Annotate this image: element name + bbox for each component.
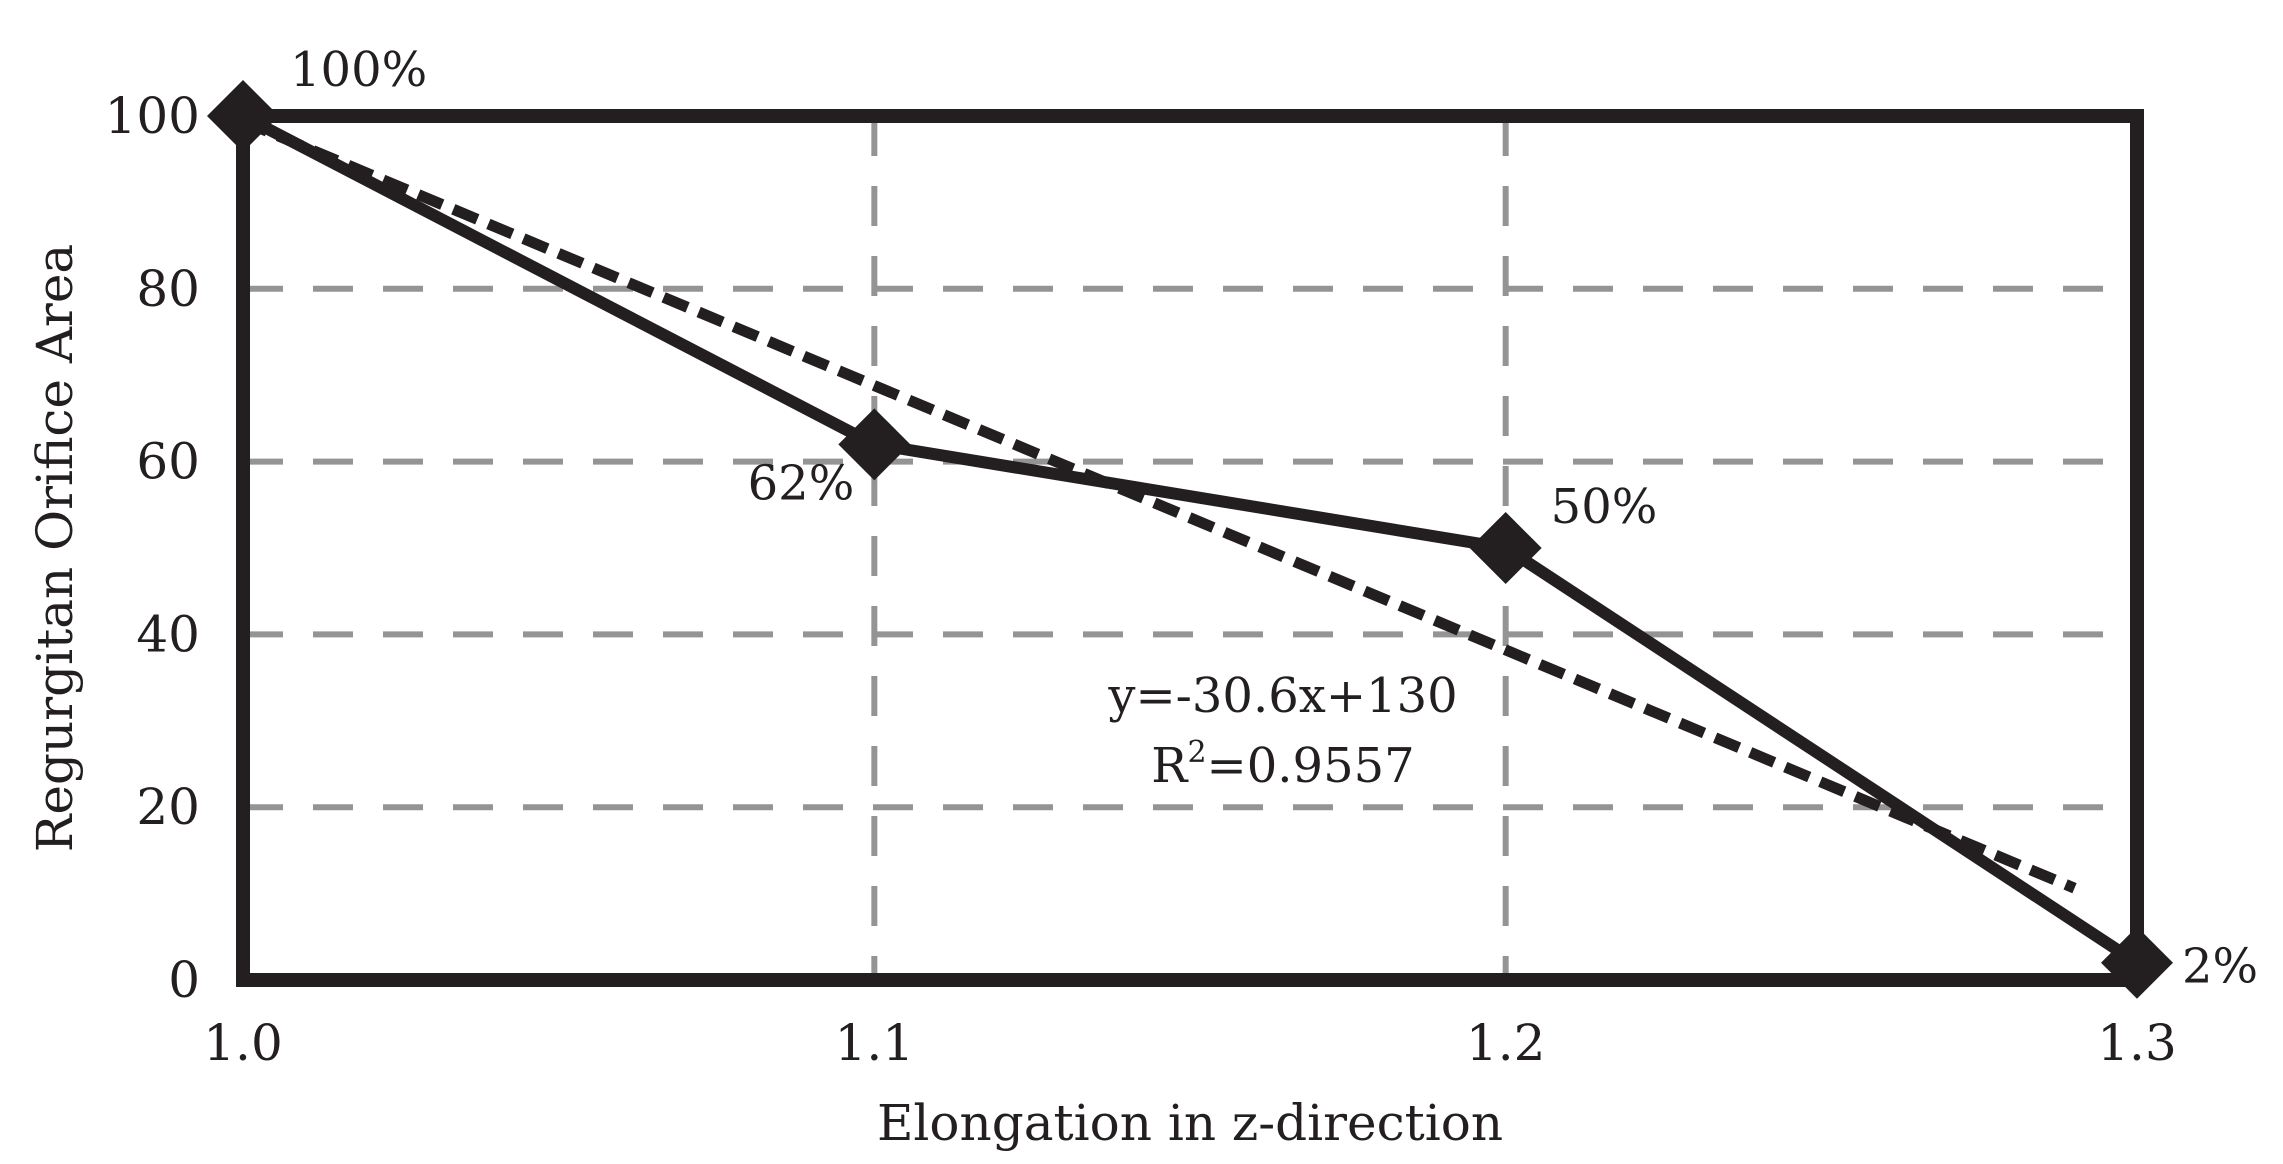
y-axis-label: Regurgitan Orifice Area [26, 244, 84, 852]
y-tick-label: 100 [105, 87, 200, 145]
data-point-marker [207, 80, 279, 152]
x-tick-labels: 1.0 1.1 1.2 1.3 [203, 1014, 2177, 1072]
data-point-marker [838, 408, 911, 481]
x-tick-label: 1.3 [2097, 1014, 2177, 1072]
data-point-marker [2101, 926, 2173, 999]
data-point-marker [1469, 512, 1542, 584]
y-tick-label: 20 [136, 778, 200, 836]
r2-value: =0.9557 [1207, 738, 1415, 794]
plot-frame [236, 109, 2144, 987]
r2-prefix: R [1151, 738, 1189, 794]
series-line [240, 110, 2141, 968]
y-tick-label: 40 [136, 605, 200, 663]
r2-superscript: 2 [1187, 735, 1206, 770]
series-group [240, 110, 2141, 968]
trendline-group [240, 116, 2077, 894]
trendline-r2: R2=0.9557 [1151, 735, 1414, 794]
trendline [240, 116, 2077, 894]
x-tick-label: 1.0 [203, 1014, 283, 1072]
x-tick-label: 1.2 [1466, 1014, 1546, 1072]
data-label: 62% [748, 455, 855, 511]
y-tick-label: 80 [136, 260, 200, 318]
y-tick-label: 0 [168, 951, 200, 1009]
markers-group [207, 80, 2173, 999]
y-tick-labels: 0 20 40 60 80 100 [105, 87, 200, 1009]
x-tick-label: 1.1 [835, 1014, 915, 1072]
x-axis-label: Elongation in z-direction [877, 1094, 1503, 1152]
trendline-equation: y=-30.6x+130 [1107, 668, 1457, 724]
data-label: 2% [2182, 939, 2258, 995]
data-label: 100% [290, 42, 427, 98]
data-label: 50% [1551, 479, 1658, 535]
point-labels: 100% 62% 50% 2% [290, 42, 2258, 995]
y-tick-label: 60 [136, 433, 200, 491]
